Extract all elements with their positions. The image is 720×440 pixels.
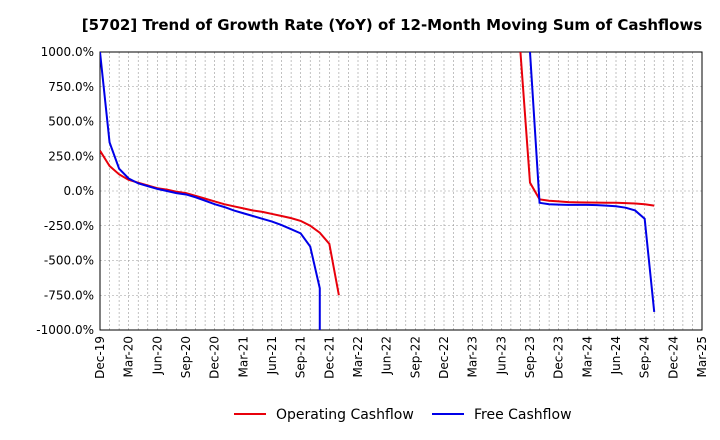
grid (100, 52, 702, 330)
series-line-free-cashflow (100, 52, 321, 330)
y-tick-label: 1000.0% (41, 45, 94, 59)
x-tick-label: Jun-24 (609, 336, 623, 375)
x-tick-label: Mar-23 (466, 336, 480, 377)
y-tick-label: -500.0% (44, 254, 94, 268)
y-tick-label: 0.0% (64, 184, 95, 198)
y-tick-label: 250.0% (48, 149, 94, 163)
x-tick-label: Mar-21 (236, 336, 250, 377)
y-tick-label: -250.0% (44, 219, 94, 233)
legend-label: Operating Cashflow (276, 407, 414, 423)
y-tick-label: 750.0% (48, 80, 94, 94)
x-tick-label: Sep-20 (179, 336, 193, 378)
series-line-operating-cashflow (519, 52, 655, 207)
x-tick-label: Dec-23 (552, 336, 566, 379)
x-tick-label: Sep-23 (523, 336, 537, 378)
x-tick-label: Jun-23 (494, 336, 508, 375)
axes: 1000.0% 750.0% 500.0% 250.0% 0.0% -250.0% -500… (36, 45, 709, 379)
x-tick-label: Mar-25 (695, 336, 709, 377)
x-tick-label: Dec-21 (322, 336, 336, 379)
x-tick-label: Jun-22 (380, 336, 394, 375)
x-tick-label: Dec-20 (208, 336, 222, 379)
x-tick-label: Mar-20 (122, 336, 136, 377)
series-line-free-cashflow (529, 52, 656, 313)
legend-label: Free Cashflow (474, 407, 572, 423)
chart-title: [5702] Trend of Growth Rate (YoY) of 12-… (82, 16, 703, 34)
x-tick-label: Sep-22 (408, 336, 422, 378)
x-tick-label: Mar-24 (580, 336, 594, 377)
x-tick-label: Jun-20 (150, 336, 164, 375)
x-tick-label: Dec-22 (437, 336, 451, 379)
x-tick-label: Dec-24 (666, 336, 680, 379)
y-tick-label: -750.0% (44, 288, 94, 302)
x-tick-label: Jun-21 (265, 336, 279, 375)
x-tick-label: Mar-22 (351, 336, 365, 377)
x-tick-label: Dec-19 (93, 336, 107, 379)
y-tick-label: -1000.0% (36, 323, 94, 337)
x-tick-label: Sep-24 (638, 336, 652, 378)
plot-area (100, 52, 656, 330)
y-tick-label: 500.0% (48, 115, 94, 129)
legend: Operating Cashflow Free Cashflow (234, 407, 572, 423)
x-tick-label: Sep-21 (294, 336, 308, 378)
plot-frame (99, 51, 703, 331)
